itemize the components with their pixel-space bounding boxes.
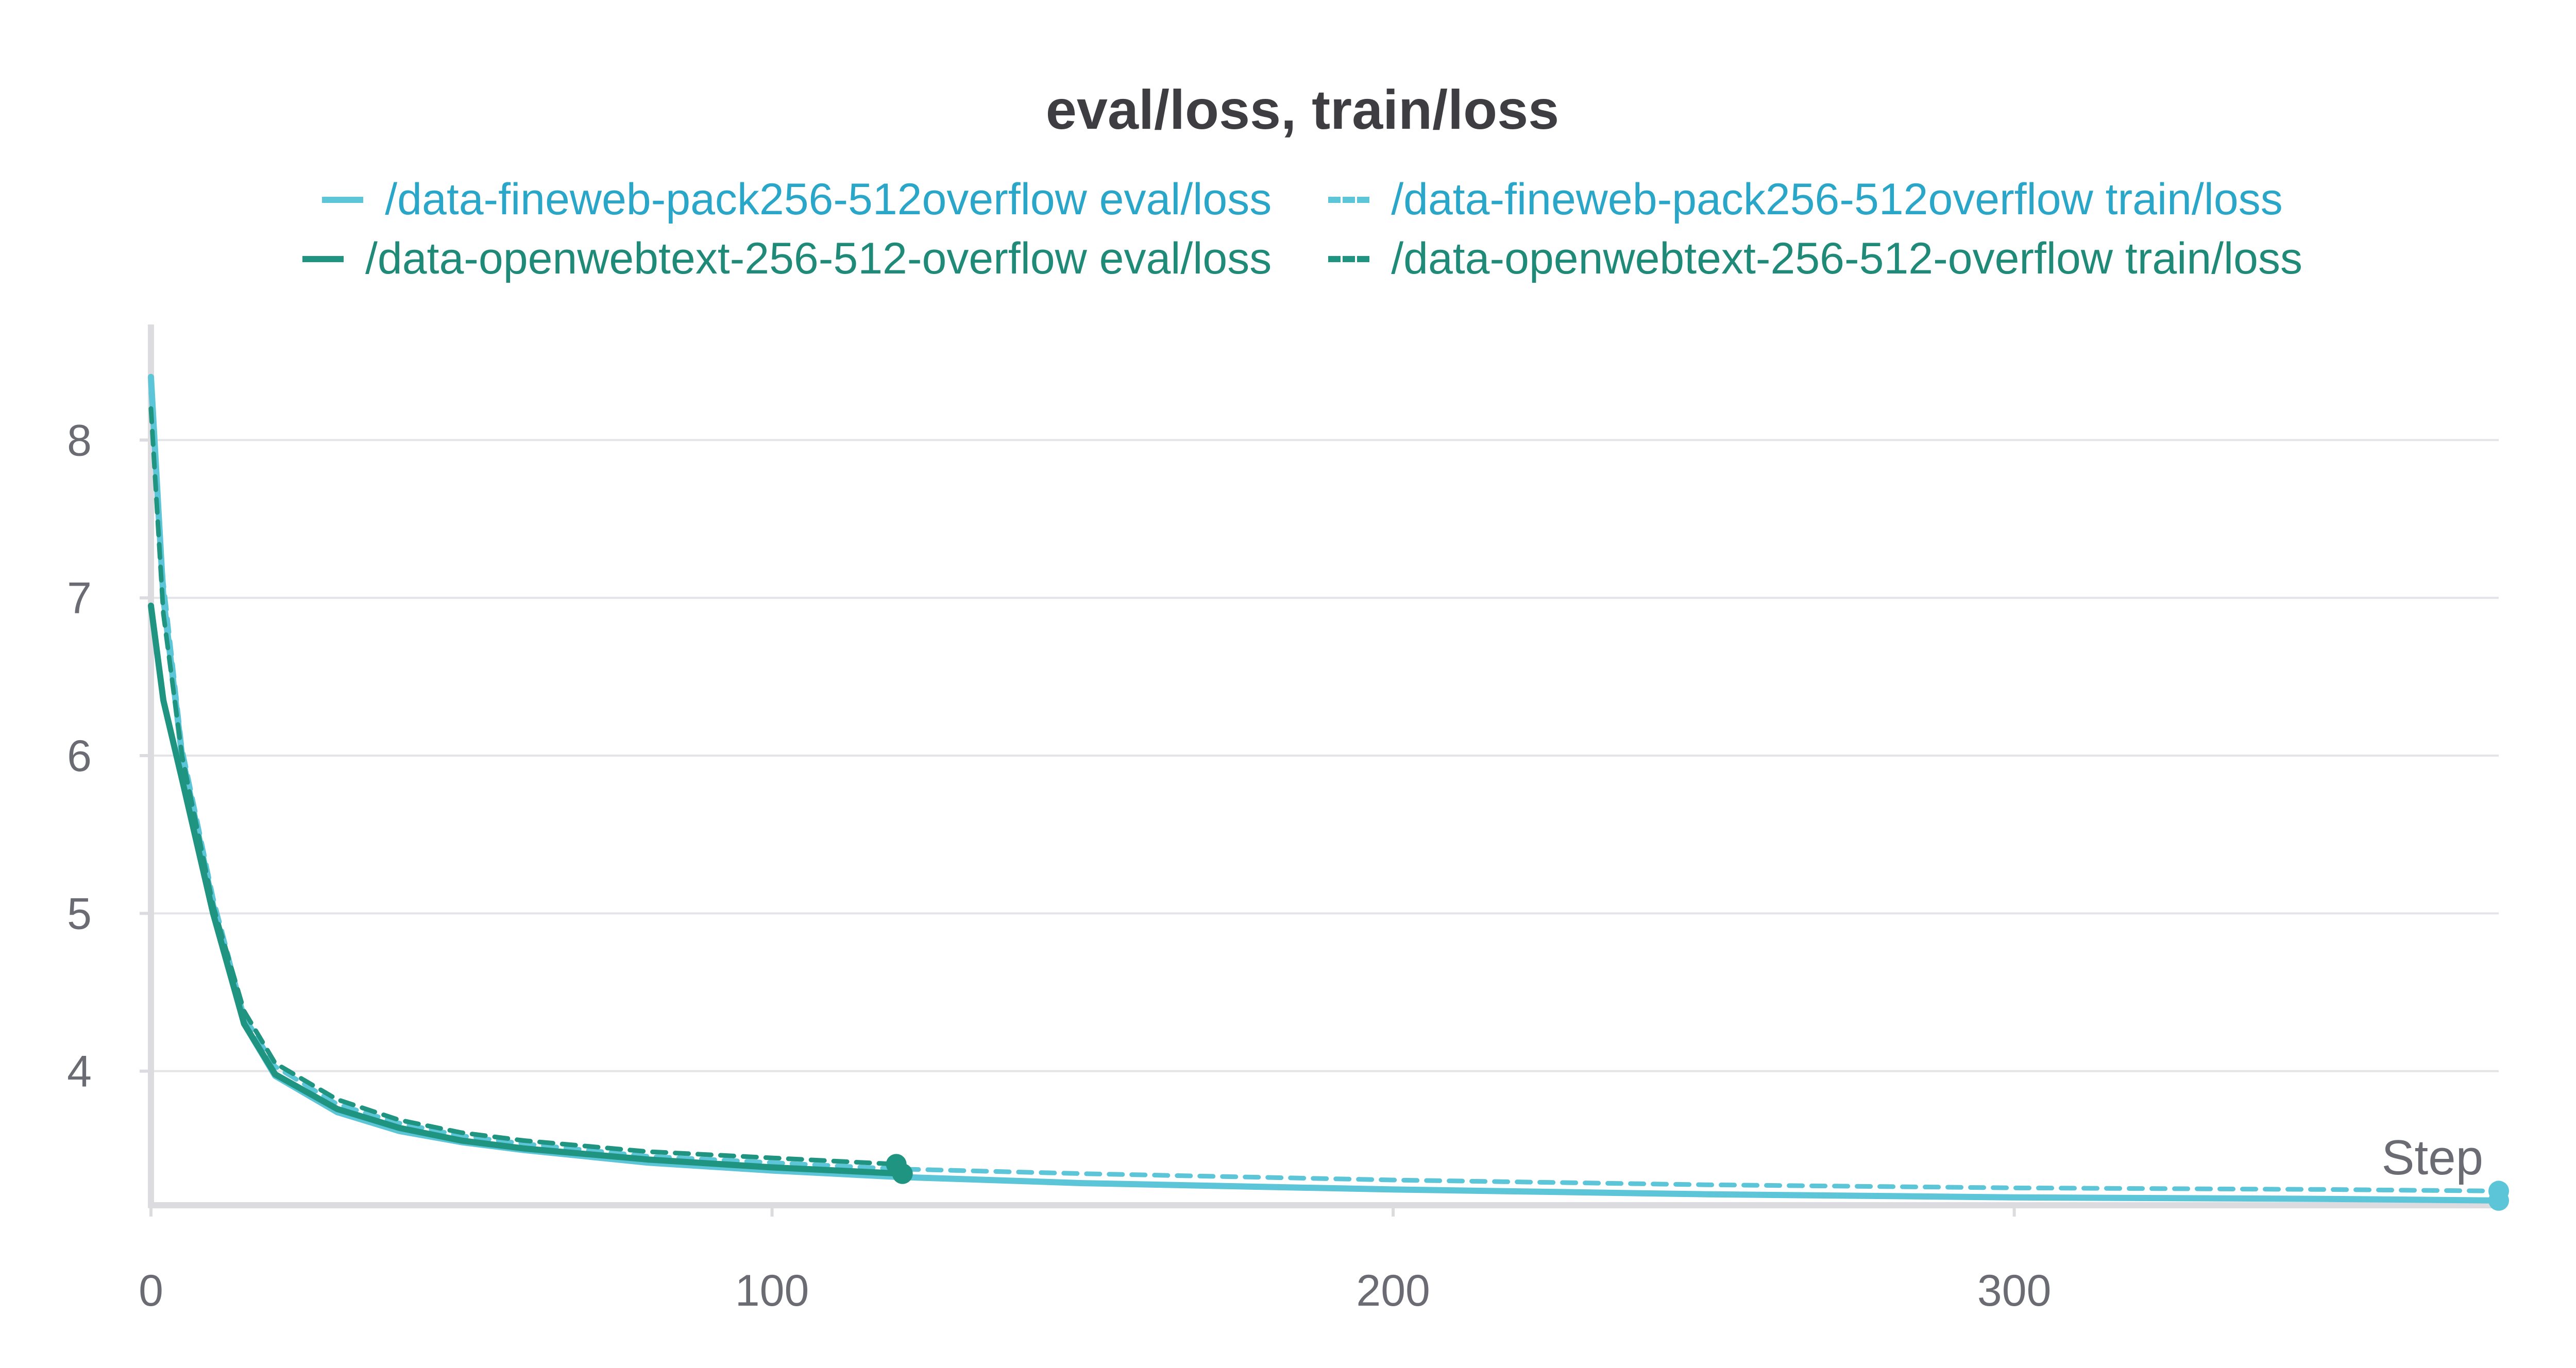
- grid: [151, 439, 2499, 1072]
- y-tick-label: 7: [67, 574, 92, 623]
- x-axis-label: Step: [2382, 1130, 2483, 1185]
- series-line-0: [148, 373, 2502, 1204]
- series-end-point-3: [886, 1154, 907, 1175]
- legend-row-2: /data-openwebtext-256-512-overflow eval/…: [0, 229, 2576, 288]
- x-tick-label: 200: [1356, 1266, 1430, 1315]
- y-tick-label: 5: [67, 889, 92, 938]
- legend-item-openwebtext-train[interactable]: /data-openwebtext-256-512-overflow train…: [1328, 233, 2302, 284]
- series-line-2: [148, 603, 906, 1177]
- legend-label: /data-fineweb-pack256-512overflow eval/l…: [385, 175, 1272, 224]
- axes: [140, 324, 2499, 1217]
- series-end-point-1: [2488, 1181, 2509, 1202]
- legend: /data-fineweb-pack256-512overflow eval/l…: [0, 170, 2576, 288]
- legend-item-fineweb-eval[interactable]: /data-fineweb-pack256-512overflow eval/l…: [322, 174, 1272, 225]
- series-line-1: [148, 390, 2501, 1193]
- legend-item-openwebtext-eval[interactable]: /data-openwebtext-256-512-overflow eval/…: [302, 233, 1272, 284]
- legend-swatch-dashed-icon: [1328, 255, 1370, 262]
- series-lines: [148, 373, 2509, 1211]
- tick-labels: 0 100 200 300 4 5 6 7 8 Step: [67, 416, 2483, 1315]
- legend-swatch-solid-icon: [322, 196, 364, 203]
- series-line-3: [148, 406, 899, 1167]
- x-tick-label: 0: [139, 1266, 163, 1315]
- legend-label: /data-fineweb-pack256-512overflow train/…: [1391, 175, 2283, 224]
- legend-label: /data-openwebtext-256-512-overflow eval/…: [365, 234, 1272, 283]
- legend-item-fineweb-train[interactable]: /data-fineweb-pack256-512overflow train/…: [1328, 174, 2283, 225]
- x-tick-label: 300: [1977, 1266, 2052, 1315]
- legend-swatch-solid-icon: [302, 255, 344, 262]
- y-tick-label: 6: [67, 731, 92, 781]
- legend-swatch-dashed-icon: [1328, 196, 1370, 203]
- y-tick-label: 8: [67, 416, 92, 465]
- legend-row-1: /data-fineweb-pack256-512overflow eval/l…: [0, 170, 2576, 229]
- x-tick-label: 100: [735, 1266, 809, 1315]
- legend-label: /data-openwebtext-256-512-overflow train…: [1391, 234, 2302, 283]
- chart-title: eval/loss, train/loss: [1045, 78, 1560, 141]
- y-tick-label: 4: [67, 1047, 92, 1097]
